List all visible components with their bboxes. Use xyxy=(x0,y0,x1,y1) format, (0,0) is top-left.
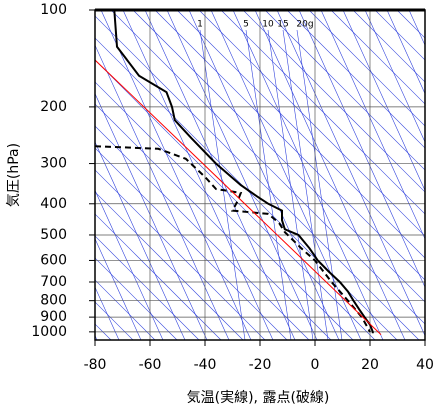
adiabat-line xyxy=(95,169,266,340)
adiabat-line xyxy=(95,191,244,340)
y-axis-title: 気圧(hPa) xyxy=(6,143,22,207)
x-tick-label: 40 xyxy=(416,357,434,373)
adiabat-line xyxy=(95,235,200,340)
adiabat-line xyxy=(286,10,425,149)
moist-line xyxy=(276,10,425,337)
mixing-ratio-label: 15 xyxy=(277,20,288,30)
y-tick-label: 100 xyxy=(40,2,67,18)
moist-line xyxy=(122,10,274,340)
moist-line xyxy=(95,92,208,340)
adiabat-line xyxy=(95,147,288,340)
mixing-ratio-label: 10 xyxy=(262,20,274,30)
profile-line xyxy=(113,10,374,334)
moist-line xyxy=(254,10,406,340)
moist-line xyxy=(408,10,425,46)
dewpoint-line xyxy=(95,145,371,333)
mixing-ratio-label: 1 xyxy=(197,20,203,30)
y-tick-label: 500 xyxy=(40,227,67,243)
y-tick-label: 300 xyxy=(40,156,67,172)
moist-line xyxy=(210,10,362,340)
y-tick-label: 600 xyxy=(40,252,67,268)
x-tick-label: -60 xyxy=(139,357,162,373)
moist-line xyxy=(342,10,425,192)
x-tick-label: 0 xyxy=(311,357,320,373)
mixing-line xyxy=(296,29,343,340)
moist-line xyxy=(100,10,252,340)
adiabat-line xyxy=(352,10,425,83)
adiabat-line xyxy=(95,279,156,340)
moist-line xyxy=(232,10,384,340)
adiabat-line xyxy=(95,257,178,340)
moist-line xyxy=(188,10,340,340)
x-axis-title: 気温(実線), 露点(破線) xyxy=(187,390,330,406)
mixing-ratio-label: 20g xyxy=(296,20,313,30)
adiabat-line xyxy=(110,10,425,325)
adiabat-line xyxy=(132,10,425,303)
adiabat-line xyxy=(198,10,425,237)
y-tick-label: 700 xyxy=(40,274,67,290)
adiabat-line xyxy=(154,10,425,281)
y-tick-label: 1000 xyxy=(31,324,67,340)
adiabat-line xyxy=(220,10,425,215)
mixing-line xyxy=(245,29,292,340)
moist-line xyxy=(386,10,425,95)
mixing-line xyxy=(282,29,329,340)
moist-line xyxy=(364,10,425,143)
mixing-line xyxy=(199,29,246,340)
adiabat-line xyxy=(264,10,425,171)
moist-line xyxy=(95,44,230,340)
x-tick-label: 20 xyxy=(361,357,379,373)
adiabat-line xyxy=(374,10,425,61)
x-tick-label: -80 xyxy=(84,357,107,373)
adiabat-line xyxy=(308,10,425,127)
adiabat-line xyxy=(95,213,222,340)
y-tick-label: 400 xyxy=(40,196,67,212)
moist-line xyxy=(431,10,436,340)
adiabat-line xyxy=(176,10,425,259)
mixing-ratio-label: 5 xyxy=(243,20,249,30)
y-tick-label: 900 xyxy=(40,309,67,325)
adiabat-line xyxy=(95,15,420,340)
y-tick-label: 800 xyxy=(40,293,67,309)
moist-line xyxy=(95,141,186,340)
moist-line xyxy=(298,10,425,288)
adiabat-line xyxy=(95,125,310,340)
moist-line xyxy=(144,10,296,340)
background-lines xyxy=(95,10,436,340)
adiabat-line xyxy=(242,10,425,193)
y-tick-label: 200 xyxy=(40,99,67,115)
moist-line xyxy=(166,10,318,340)
moist-line xyxy=(95,189,164,340)
moist-line xyxy=(95,238,142,340)
x-tick-label: -20 xyxy=(249,357,272,373)
adiabat-line xyxy=(95,103,332,340)
moist-line xyxy=(320,10,425,240)
x-tick-label: -40 xyxy=(194,357,217,373)
mixing-line xyxy=(267,29,314,340)
profile-line xyxy=(95,59,382,335)
plot xyxy=(95,10,382,335)
adiabat-line xyxy=(95,81,354,340)
adiabat-line xyxy=(330,10,425,105)
